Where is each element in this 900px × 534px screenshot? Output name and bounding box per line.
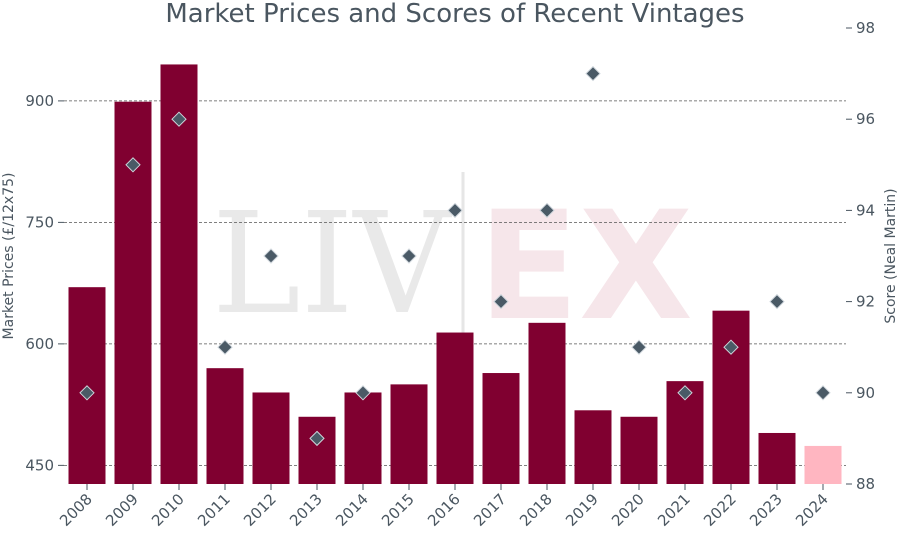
x-tick-label: 2015 [378, 490, 418, 530]
y-tick-label: 450 [25, 456, 54, 474]
score-marker [815, 385, 831, 401]
y2-tick-label: 88 [856, 475, 875, 493]
x-tick-label: 2012 [240, 490, 280, 530]
price-bar [252, 392, 290, 484]
x-tick-label: 2009 [102, 490, 142, 530]
price-bar [160, 64, 198, 484]
price-bar [298, 416, 336, 484]
x-tick-label: 2021 [654, 490, 694, 530]
score-marker [309, 430, 325, 447]
x-tick-label: 2014 [332, 490, 372, 530]
price-bar [804, 445, 842, 484]
right-axis-ticks: 88 90 92 94 96 98 [846, 19, 875, 493]
x-tick-label: 2013 [286, 490, 326, 530]
x-tick-label: 2020 [608, 490, 648, 530]
score-marker [125, 157, 141, 173]
price-bar [344, 392, 382, 484]
y2-tick-label: 92 [856, 293, 875, 311]
price-bar [206, 368, 244, 484]
score-marker [769, 293, 785, 310]
y-axis-label: Market Prices (£/12x75) [1, 173, 17, 340]
price-bar [620, 416, 658, 484]
chart-title: Market Prices and Scores of Recent Vinta… [165, 0, 744, 29]
price-bar [390, 384, 428, 484]
x-tick-label: 2008 [56, 490, 96, 530]
score-marker [585, 65, 601, 82]
price-bar [712, 310, 750, 484]
watermark-liv: LIV [212, 183, 453, 346]
x-tick-label: 2010 [148, 490, 188, 530]
x-tick-label: 2011 [194, 490, 234, 530]
score-marker [79, 385, 95, 401]
score-marker [263, 248, 279, 264]
score-marker [677, 385, 693, 401]
price-bar [436, 332, 474, 484]
bars [68, 64, 842, 485]
score-marker [217, 339, 233, 355]
score-marker [401, 248, 417, 264]
score-marker [539, 202, 555, 219]
y2-tick-label: 98 [856, 19, 875, 37]
score-markers [79, 65, 831, 447]
watermark: LIV EX [212, 172, 693, 354]
score-marker [355, 385, 371, 401]
price-bar [758, 432, 796, 484]
score-marker [493, 293, 509, 310]
price-bar [482, 373, 520, 484]
score-marker [171, 111, 187, 127]
x-tick-label: 2016 [424, 490, 464, 530]
x-tick-label: 2022 [700, 490, 740, 530]
watermark-ex: EX [478, 180, 693, 354]
y-tick-label: 750 [25, 213, 54, 231]
y2-tick-label: 90 [856, 384, 875, 402]
x-tick-label: 2018 [516, 490, 556, 530]
left-axis-ticks: 450 600 750 900 [25, 92, 64, 474]
y2-axis-label: Score (Neal Martin) [883, 188, 899, 323]
x-tick-label: 2017 [470, 490, 510, 530]
y-tick-label: 900 [25, 92, 54, 110]
x-tick-label: 2019 [562, 490, 602, 530]
x-tick-label: 2023 [746, 490, 786, 530]
price-bar [574, 410, 612, 484]
score-marker [447, 202, 463, 219]
score-marker [631, 339, 647, 355]
x-axis-ticks: 2008 2009 2010 2011 2012 2013 2014 2015 2016 2017… [56, 484, 832, 530]
score-marker [723, 339, 739, 355]
y2-tick-label: 94 [856, 201, 875, 219]
price-bar [528, 322, 566, 484]
x-tick-label: 2024 [792, 490, 832, 530]
y-tick-label: 600 [25, 335, 54, 353]
y2-tick-label: 96 [856, 110, 875, 128]
